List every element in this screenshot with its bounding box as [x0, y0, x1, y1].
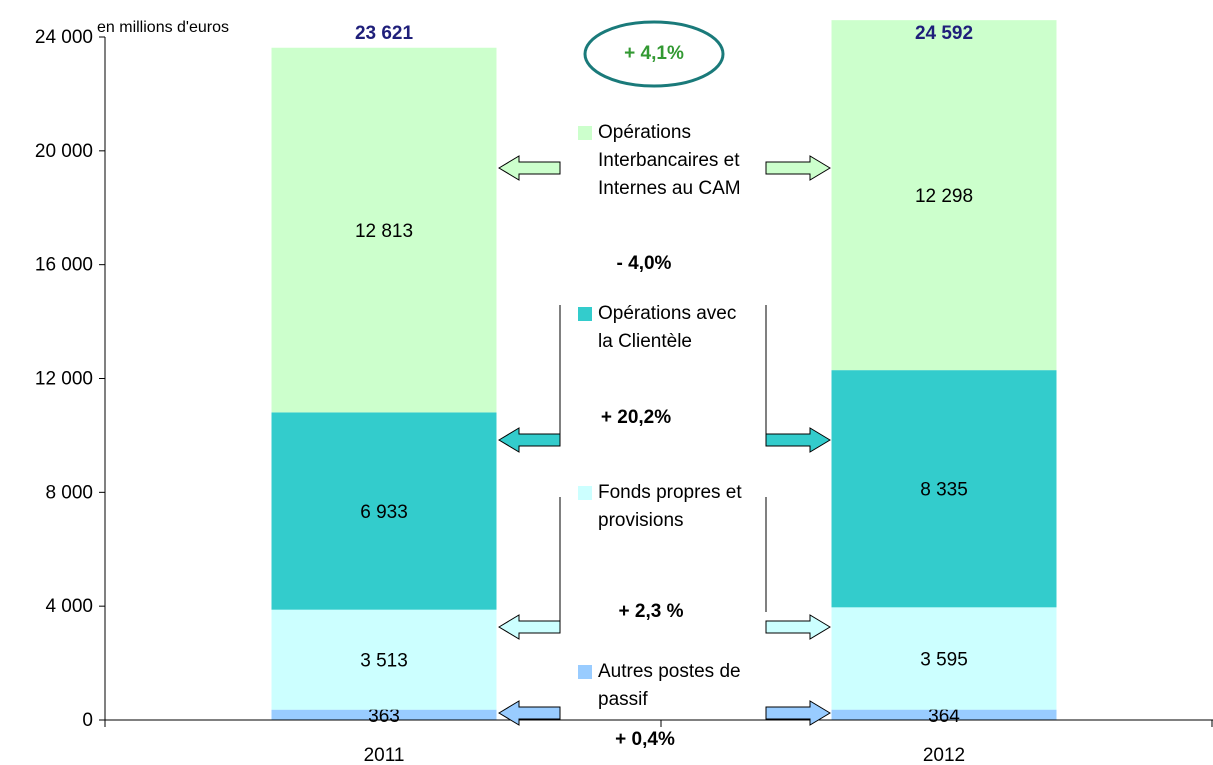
- y-tick-label: 16 000: [35, 255, 93, 276]
- y-tick-label: 8 000: [45, 482, 93, 503]
- arrow: [498, 155, 561, 181]
- value-label: 363: [368, 706, 400, 727]
- annotation: + 4,1%: [624, 43, 684, 64]
- annotation: + 20,2%: [601, 407, 671, 428]
- x-tick-label: 2011: [364, 745, 405, 765]
- bar-segment: [831, 709, 1057, 720]
- bar-segment: [271, 47, 497, 413]
- legend-swatch: [578, 307, 592, 321]
- annotation: - 4,0%: [617, 253, 672, 274]
- y-tick-label: 20 000: [35, 141, 93, 162]
- highlight-ellipse: [583, 20, 725, 88]
- value-label: 12 298: [915, 186, 973, 207]
- arrow: [765, 427, 831, 453]
- annotation: + 0,4%: [615, 729, 675, 750]
- legend-entry: Autres postes de passif: [598, 661, 741, 710]
- value-label: 3 513: [360, 651, 408, 672]
- value-label: 3 595: [920, 650, 968, 671]
- legend-swatch: [578, 665, 592, 679]
- legend-entry: Fonds propres et provisions: [598, 482, 742, 531]
- y-tick-label: 4 000: [45, 596, 93, 617]
- bar-segment: [831, 370, 1057, 608]
- legend-entry: Opérations Interbancaires et Internes au…: [598, 122, 741, 199]
- bar-segment: [271, 609, 497, 710]
- legend-swatch: [578, 126, 592, 140]
- value-label: 6 933: [360, 502, 408, 523]
- legend-entry: Opérations avec la Clientèle: [598, 303, 737, 352]
- bar-segment: [271, 709, 497, 720]
- value-label: 8 335: [920, 480, 968, 501]
- arrow: [498, 614, 561, 640]
- arrow: [498, 700, 561, 726]
- arrow: [498, 427, 561, 453]
- bar-segment: [831, 607, 1057, 710]
- legend-swatch: [578, 486, 592, 500]
- annotation: + 2,3 %: [619, 601, 684, 622]
- bar-segment: [271, 412, 497, 610]
- arrow: [765, 155, 831, 181]
- bar-segment: [831, 20, 1057, 371]
- y-tick-label: 24 000: [35, 27, 93, 48]
- total-label: 24 592: [915, 23, 973, 44]
- value-label: 364: [928, 706, 960, 727]
- unit-label: en millions d'euros: [97, 19, 229, 36]
- y-tick-label: 0: [82, 710, 93, 731]
- value-label: 12 813: [355, 221, 413, 242]
- arrow: [765, 700, 831, 726]
- y-tick-label: 12 000: [35, 369, 93, 390]
- arrow: [765, 614, 831, 640]
- total-label: 23 621: [355, 23, 414, 44]
- x-tick-label: 2012: [923, 745, 965, 765]
